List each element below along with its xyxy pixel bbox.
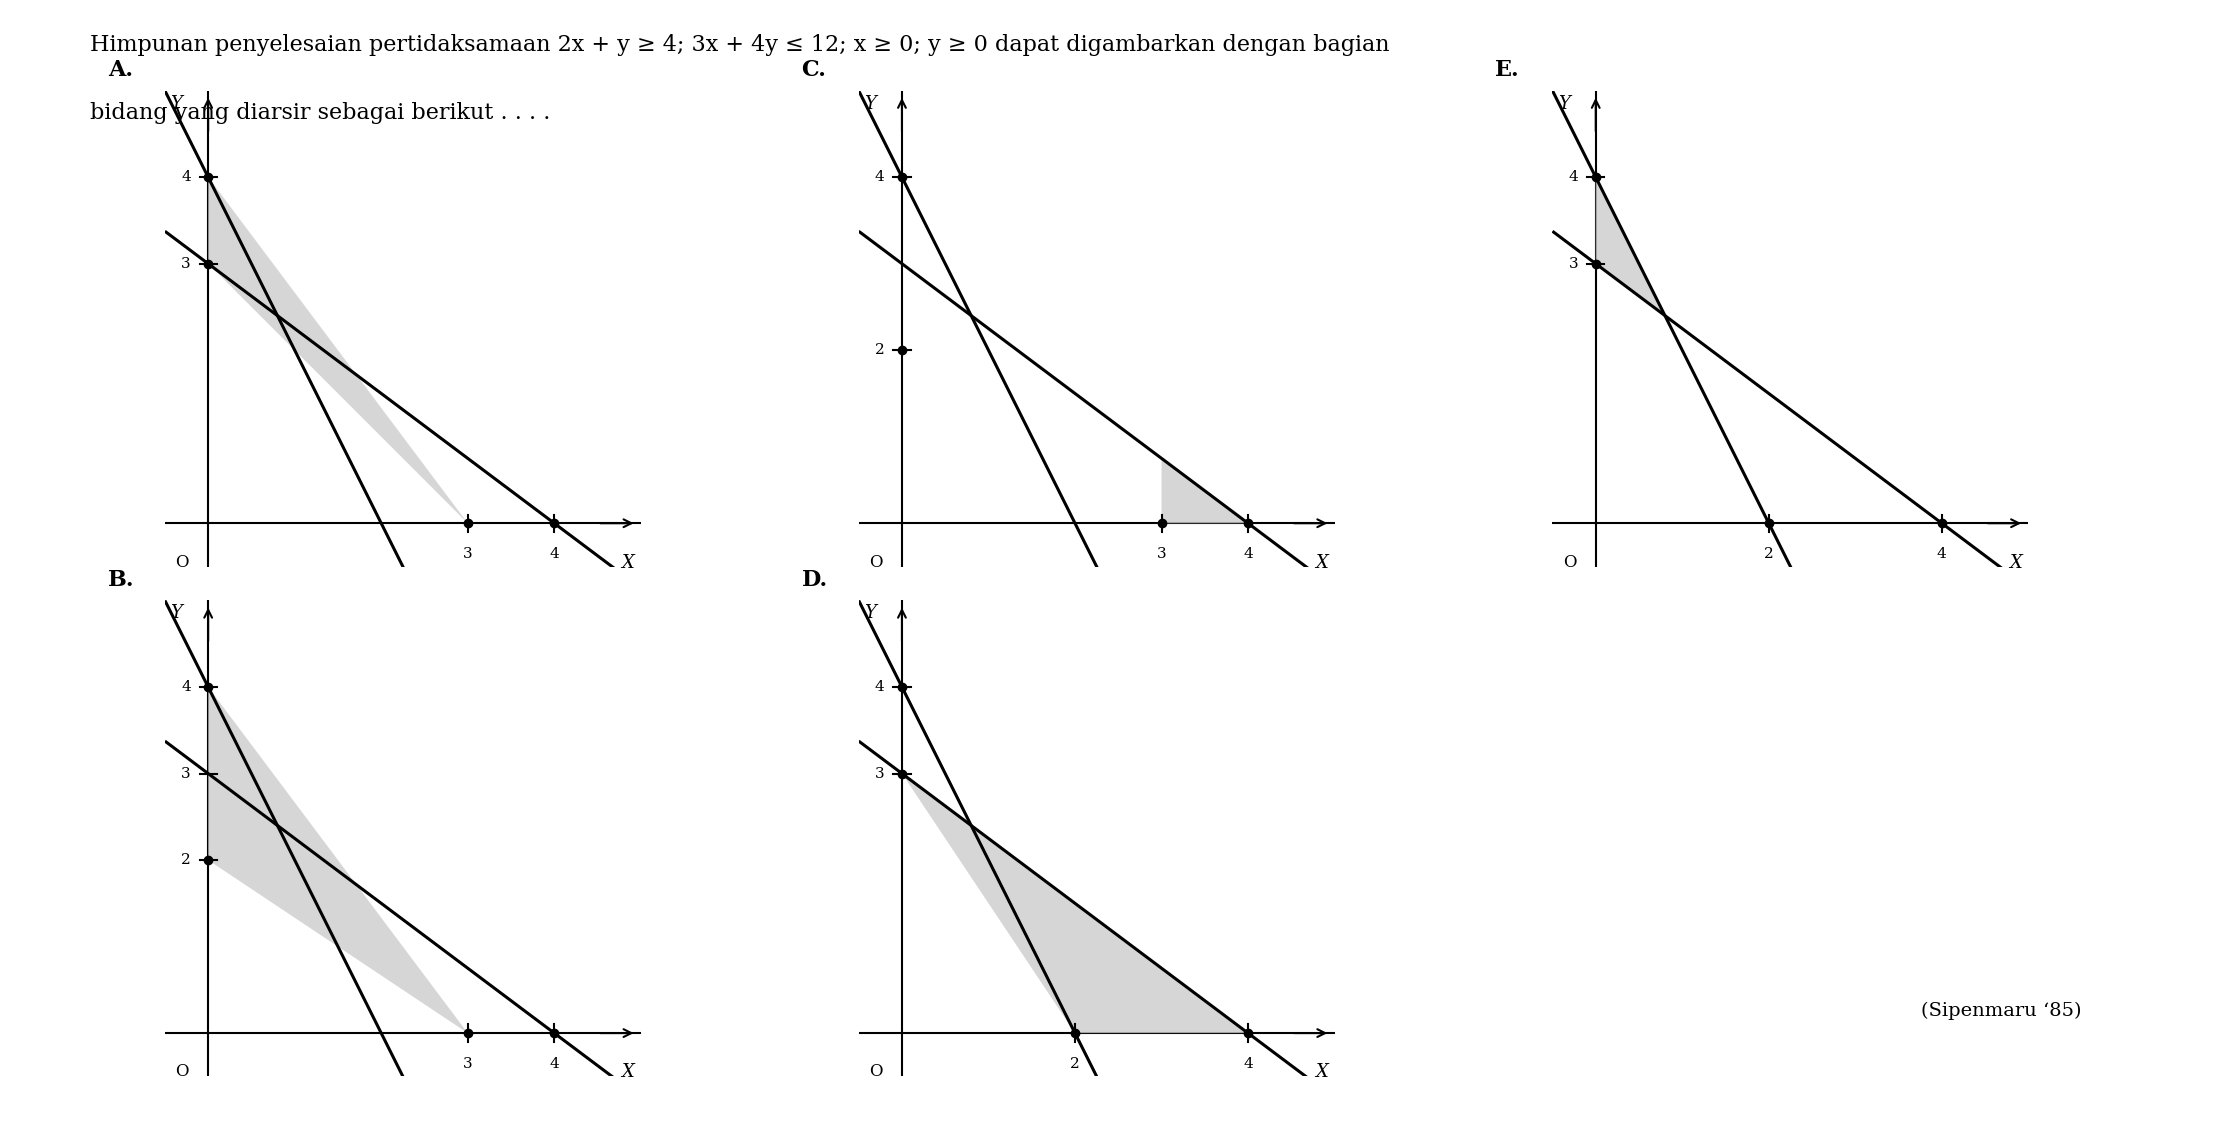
Text: 3: 3	[875, 767, 884, 781]
Text: O: O	[868, 1064, 882, 1081]
Polygon shape	[1596, 177, 1665, 316]
Text: 3: 3	[181, 257, 190, 271]
Text: Y: Y	[1558, 95, 1569, 112]
Text: Y: Y	[864, 95, 875, 112]
Text: E.: E.	[1495, 59, 1520, 82]
Text: 2: 2	[1764, 547, 1775, 562]
Text: 3: 3	[463, 547, 472, 562]
Text: Y: Y	[864, 605, 875, 622]
Polygon shape	[208, 687, 468, 1033]
Text: 3: 3	[463, 1057, 472, 1072]
Text: X: X	[2010, 554, 2021, 571]
Polygon shape	[208, 177, 468, 523]
Text: 3: 3	[181, 767, 190, 781]
Text: Y: Y	[170, 95, 181, 112]
Text: 4: 4	[181, 170, 190, 185]
Text: 4: 4	[875, 170, 884, 185]
Text: 4: 4	[181, 680, 190, 695]
Text: O: O	[175, 1064, 188, 1081]
Text: X: X	[622, 1064, 633, 1081]
Text: Himpunan penyelesaian pertidaksamaan 2x + y ≥ 4; 3x + 4y ≤ 12; x ≥ 0; y ≥ 0 dapa: Himpunan penyelesaian pertidaksamaan 2x …	[90, 34, 1390, 56]
Text: O: O	[1562, 554, 1576, 571]
Text: 2: 2	[875, 343, 884, 357]
Text: Y: Y	[170, 605, 181, 622]
Text: B.: B.	[107, 569, 134, 591]
Polygon shape	[902, 774, 1249, 1033]
Text: 4: 4	[548, 547, 560, 562]
Text: 4: 4	[875, 680, 884, 695]
Text: X: X	[622, 554, 633, 571]
Text: 4: 4	[1242, 1057, 1253, 1072]
Text: X: X	[1316, 1064, 1327, 1081]
Text: 4: 4	[1242, 547, 1253, 562]
Text: O: O	[868, 554, 882, 571]
Text: A.: A.	[107, 59, 132, 82]
Text: 3: 3	[1157, 547, 1166, 562]
Text: C.: C.	[801, 59, 826, 82]
Text: 4: 4	[1569, 170, 1578, 185]
Text: (Sipenmaru ‘85): (Sipenmaru ‘85)	[1920, 1002, 2081, 1020]
Text: O: O	[175, 554, 188, 571]
Text: 4: 4	[548, 1057, 560, 1072]
Text: bidang yang diarsir sebagai berikut . . . .: bidang yang diarsir sebagai berikut . . …	[90, 102, 551, 123]
Text: 2: 2	[1070, 1057, 1081, 1072]
Polygon shape	[1162, 459, 1249, 523]
Text: 2: 2	[181, 853, 190, 867]
Text: 3: 3	[1569, 257, 1578, 271]
Text: D.: D.	[801, 569, 828, 591]
Text: 4: 4	[1936, 547, 1947, 562]
Text: X: X	[1316, 554, 1327, 571]
